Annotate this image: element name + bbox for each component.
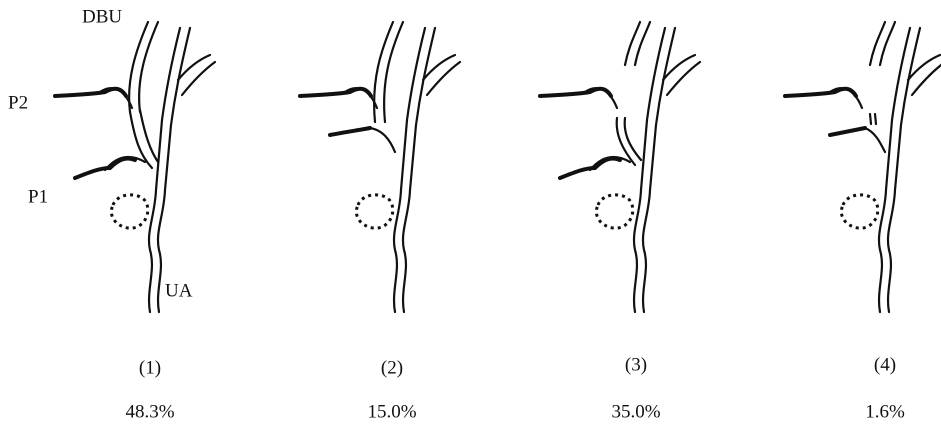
vessel-trunk xyxy=(111,28,215,312)
panel-4 xyxy=(785,22,941,312)
p1-vessel xyxy=(560,157,630,178)
diagram: DBU P2 P1 UA (1) 48.3% (2) 15.0% (3) 35.… xyxy=(0,0,941,426)
panel-percent: 35.0% xyxy=(611,401,660,422)
p2-vessel xyxy=(55,88,132,108)
dbu-vessel xyxy=(625,22,640,65)
panel-label: (2) xyxy=(381,357,403,378)
p2-vessel xyxy=(300,88,377,108)
vessel-trunk xyxy=(356,28,460,312)
panel-percent: 15.0% xyxy=(367,401,416,422)
panel-percent: 48.3% xyxy=(125,401,174,422)
panel-label: (4) xyxy=(874,354,896,375)
panel-label: (3) xyxy=(625,354,647,375)
p1-vessel xyxy=(75,157,145,178)
dbu-vessel xyxy=(870,22,885,65)
dbu-label: DBU xyxy=(82,6,122,27)
p2-label: P2 xyxy=(8,92,28,113)
p2-vessel xyxy=(785,88,862,108)
p1-label: P1 xyxy=(28,186,48,207)
p1-vessel xyxy=(330,128,370,135)
panel-2 xyxy=(300,22,460,312)
ua-label: UA xyxy=(165,280,193,301)
vessel-trunk xyxy=(596,28,700,312)
panel-label: (1) xyxy=(139,357,161,378)
dbu-remnant xyxy=(870,114,876,124)
p2-vessel xyxy=(540,88,617,108)
panel-1 xyxy=(55,22,215,312)
panel-3 xyxy=(540,22,700,312)
panel-percent: 1.6% xyxy=(865,401,905,422)
p1-vessel xyxy=(830,128,865,135)
p1-vessel xyxy=(865,128,885,152)
vessel-trunk xyxy=(841,28,941,312)
p1-vessel xyxy=(370,128,395,152)
